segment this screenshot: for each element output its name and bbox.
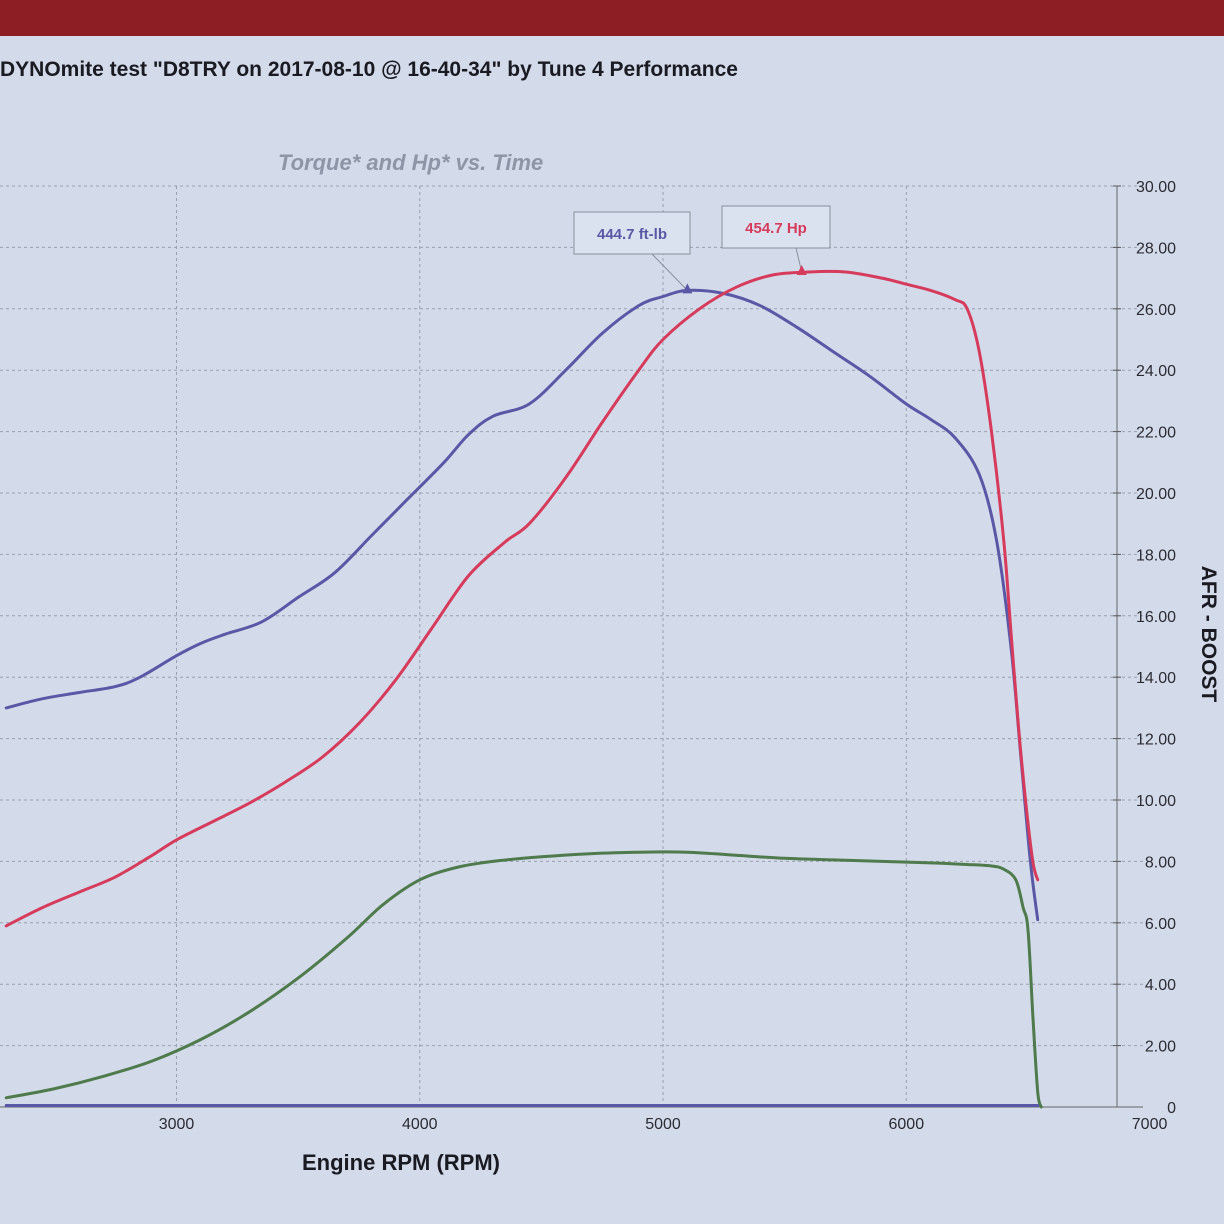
x-tick-label: 6000: [889, 1116, 925, 1133]
annotation-label: 454.7 Hp: [745, 220, 807, 237]
y-tick-label: 16.00: [1136, 609, 1176, 626]
y-tick-label: 10.00: [1136, 793, 1176, 810]
y-tick-label: 12.00: [1136, 732, 1176, 749]
x-tick-label: 5000: [645, 1116, 681, 1133]
chart-subtitle: Torque* and Hp* vs. Time: [278, 150, 544, 175]
y-tick-label: 2.00: [1145, 1039, 1176, 1056]
y-tick-label: 20.00: [1136, 486, 1176, 503]
annotation-leader: [651, 253, 688, 291]
y-tick-label: 6.00: [1145, 916, 1176, 933]
y-tick-label: 4.00: [1145, 977, 1176, 994]
series-line-hp: [4, 269, 1040, 928]
y-tick-label: 8.00: [1145, 854, 1176, 871]
y-tick-label: 14.00: [1136, 670, 1176, 687]
series-line-afr: [4, 850, 1043, 1109]
x-tick-label: 4000: [402, 1116, 438, 1133]
page-title: DYNOmite test "D8TRY on 2017-08-10 @ 16-…: [0, 58, 738, 81]
series-line-torque: [4, 288, 1040, 922]
annotation-box: [573, 211, 691, 255]
annotation-label: 444.7 ft-lb: [597, 226, 667, 243]
y-tick-label: 28.00: [1136, 240, 1176, 257]
y-tick-label: 22.00: [1136, 425, 1176, 442]
y-tick-label: 24.00: [1136, 363, 1176, 380]
y-tick-label: 26.00: [1136, 302, 1176, 319]
x-tick-label: 7000: [1132, 1116, 1168, 1133]
y-tick-label: 18.00: [1136, 547, 1176, 564]
x-axis-label: Engine RPM (RPM): [302, 1150, 500, 1175]
annotation-marker: [682, 283, 693, 294]
y-tick-label: 30.00: [1136, 179, 1176, 196]
x-tick-label: 3000: [159, 1116, 195, 1133]
annotation-marker: [796, 264, 807, 275]
y-tick-label: 0: [1167, 1100, 1176, 1117]
annotation-box: [721, 205, 831, 249]
